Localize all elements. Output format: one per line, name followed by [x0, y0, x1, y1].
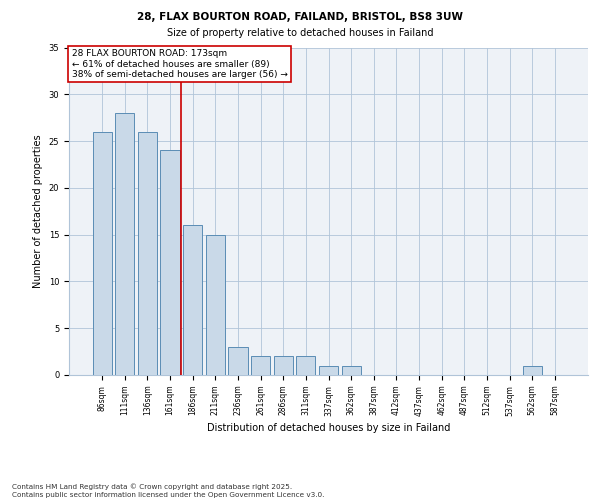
Text: Size of property relative to detached houses in Failand: Size of property relative to detached ho…	[167, 28, 433, 38]
Bar	[251, 356, 270, 375]
Bar	[229, 347, 248, 375]
Bar	[319, 366, 338, 375]
Bar	[523, 366, 542, 375]
Bar	[92, 132, 112, 375]
Bar	[341, 366, 361, 375]
Y-axis label: Number of detached properties: Number of detached properties	[33, 134, 43, 288]
Bar	[274, 356, 293, 375]
Bar	[115, 113, 134, 375]
Bar	[183, 226, 202, 375]
Text: Contains HM Land Registry data © Crown copyright and database right 2025.
Contai: Contains HM Land Registry data © Crown c…	[12, 484, 325, 498]
X-axis label: Distribution of detached houses by size in Failand: Distribution of detached houses by size …	[207, 422, 450, 432]
Text: 28, FLAX BOURTON ROAD, FAILAND, BRISTOL, BS8 3UW: 28, FLAX BOURTON ROAD, FAILAND, BRISTOL,…	[137, 12, 463, 22]
Text: 28 FLAX BOURTON ROAD: 173sqm
← 61% of detached houses are smaller (89)
38% of se: 28 FLAX BOURTON ROAD: 173sqm ← 61% of de…	[71, 49, 287, 79]
Bar	[206, 234, 225, 375]
Bar	[138, 132, 157, 375]
Bar	[160, 150, 180, 375]
Bar	[296, 356, 316, 375]
